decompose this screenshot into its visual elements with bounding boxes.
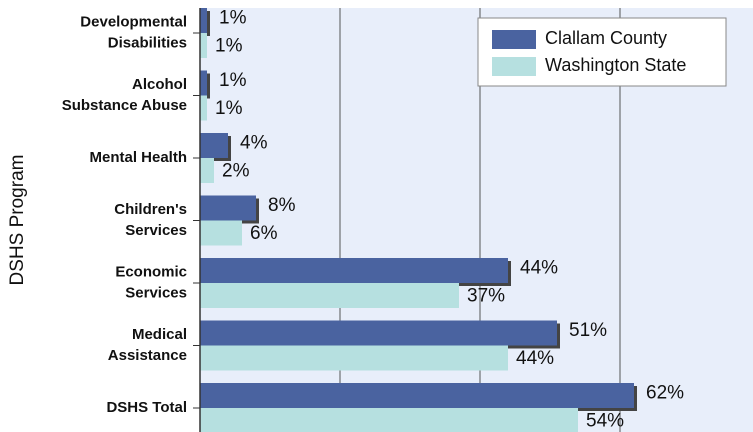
bar	[200, 133, 228, 158]
y-tick-label: Children's Services	[114, 201, 187, 239]
bar	[200, 383, 634, 408]
bar	[200, 8, 207, 33]
y-axis-label: DSHS Program	[7, 155, 28, 286]
bar	[200, 408, 578, 432]
value-label: 4%	[240, 133, 268, 154]
value-label: 2%	[222, 161, 250, 182]
value-label: 44%	[516, 348, 554, 369]
value-label: 44%	[520, 258, 558, 279]
y-tick-label: DSHS Total	[106, 399, 187, 416]
value-label: 6%	[250, 223, 278, 244]
bar	[200, 220, 242, 246]
bar	[200, 345, 508, 371]
y-tick-label: Developmental Disabilities	[80, 13, 187, 51]
legend-swatch	[492, 57, 536, 76]
value-label: 51%	[569, 320, 607, 341]
value-label: 1%	[215, 98, 243, 119]
value-label: 1%	[219, 70, 247, 91]
y-tick-label: Economic Services	[115, 263, 187, 301]
legend-label: Washington State	[545, 55, 686, 75]
legend-swatch	[492, 30, 536, 49]
value-label: 1%	[219, 8, 247, 29]
bar	[200, 158, 214, 183]
bar	[200, 95, 207, 121]
bar	[200, 70, 207, 96]
bar	[200, 258, 508, 283]
bar	[200, 33, 207, 58]
y-tick-label: Mental Health	[89, 149, 187, 166]
y-tick-label: Medical Assistance	[108, 326, 187, 364]
value-label: 62%	[646, 383, 684, 404]
legend-label: Clallam County	[545, 28, 667, 48]
bar	[200, 195, 256, 221]
y-tick-label: Alcohol Substance Abuse	[62, 76, 187, 114]
value-label: 54%	[586, 411, 624, 432]
bar	[200, 283, 459, 308]
value-label: 8%	[268, 195, 296, 216]
bar	[200, 320, 557, 346]
value-label: 1%	[215, 36, 243, 57]
value-label: 37%	[467, 286, 505, 307]
